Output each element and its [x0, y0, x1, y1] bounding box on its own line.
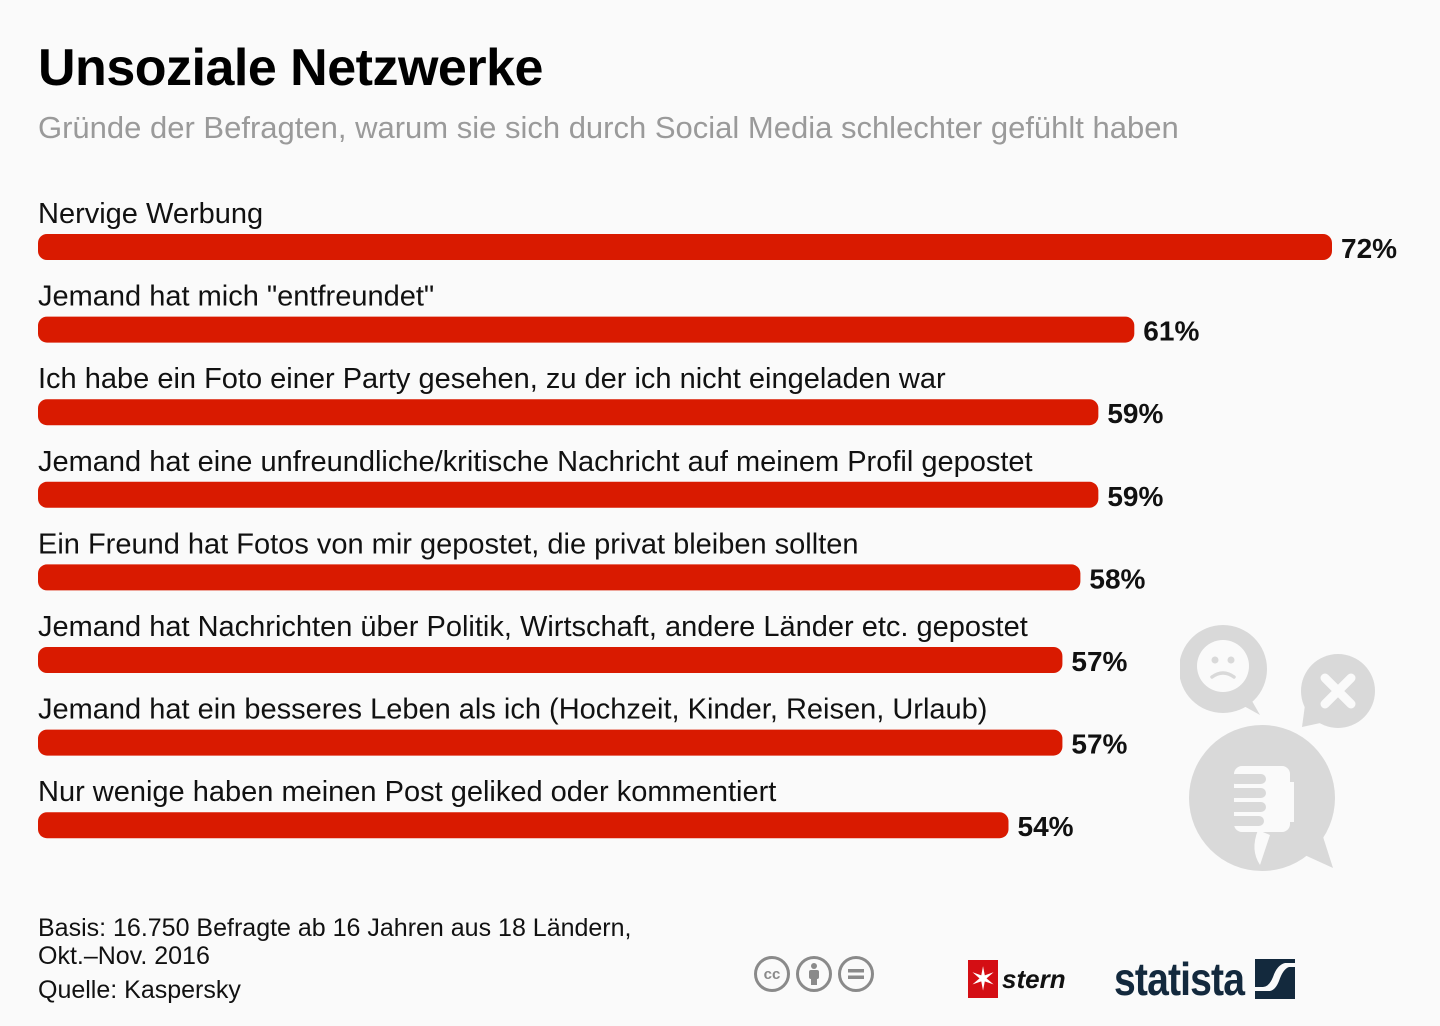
footer-source: Quelle: Kaspersky — [38, 976, 241, 1004]
value-label: 57% — [1071, 646, 1127, 677]
cc-icon: cc — [754, 956, 790, 992]
chart-title: Unsoziale Netzwerke — [38, 39, 543, 97]
value-label: 72% — [1341, 233, 1397, 264]
bar-row: Jemand hat ein besseres Leben als ich (H… — [38, 694, 1128, 760]
category-label: Jemand hat mich "entfreundet" — [38, 281, 434, 313]
bar — [38, 647, 1063, 673]
value-label: 54% — [1018, 811, 1074, 842]
bar-row: Jemand hat Nachrichten über Politik, Wir… — [38, 611, 1128, 677]
bar-row: Ein Freund hat Fotos von mir gepostet, d… — [38, 528, 1146, 594]
bar — [38, 399, 1099, 426]
stern-logo[interactable]: ✶ stern — [968, 960, 1066, 998]
thumbs-down-speech-bubble-icon — [1189, 725, 1335, 871]
no-derivatives-icon — [838, 956, 874, 992]
bar — [38, 812, 1009, 839]
value-label: 57% — [1071, 729, 1127, 760]
social-media-illustration — [1180, 625, 1375, 871]
bar — [38, 564, 1081, 591]
x-speech-bubble-icon — [1301, 654, 1375, 728]
category-label: Ich habe ein Foto einer Party gesehen, z… — [38, 363, 946, 395]
bar-row: Jemand hat eine unfreundliche/kritische … — [38, 446, 1164, 512]
value-label: 61% — [1143, 316, 1199, 347]
category-label: Ein Freund hat Fotos von mir gepostet, d… — [38, 528, 859, 560]
value-label: 59% — [1107, 398, 1163, 429]
statista-mark-icon — [1255, 959, 1296, 999]
bar-row: Nur wenige haben meinen Post geliked ode… — [38, 776, 1074, 842]
bar-row: Nervige Werbung 72% — [38, 198, 1397, 264]
category-label: Nervige Werbung — [38, 198, 263, 230]
creative-commons-license[interactable]: cc — [754, 956, 874, 992]
category-label: Jemand hat Nachrichten über Politik, Wir… — [38, 611, 1028, 643]
bar — [38, 481, 1099, 508]
chart-subtitle: Gründe der Befragten, warum sie sich dur… — [38, 110, 1179, 145]
bar — [38, 316, 1135, 343]
stern-star-icon: ✶ — [968, 960, 998, 998]
value-label: 58% — [1089, 563, 1145, 594]
category-label: Nur wenige haben meinen Post geliked ode… — [38, 776, 776, 808]
category-label: Jemand hat eine unfreundliche/kritische … — [38, 446, 1033, 478]
basis-line-2: Okt.–Nov. 2016 — [38, 942, 210, 970]
footer-basis: Basis: 16.750 Befragte ab 16 Jahren aus … — [38, 914, 631, 970]
value-label: 59% — [1107, 481, 1163, 512]
category-label: Jemand hat ein besseres Leben als ich (H… — [38, 694, 987, 726]
bar — [38, 729, 1063, 756]
bar — [38, 234, 1332, 260]
bar-chart: Nervige Werbung 72% Jemand hat mich "entfr… — [38, 198, 1397, 842]
bar-row: Jemand hat mich "entfreundet" 61% — [38, 281, 1199, 347]
stern-logo-text: stern — [1002, 963, 1066, 994]
statista-logo-text: statista — [1114, 953, 1245, 1005]
sad-face-speech-bubble-icon — [1180, 625, 1267, 715]
bar-row: Ich habe ein Foto einer Party gesehen, z… — [38, 363, 1164, 429]
statista-logo[interactable]: statista — [1114, 952, 1296, 1006]
attribution-icon — [796, 956, 832, 992]
basis-line-1: Basis: 16.750 Befragte ab 16 Jahren aus … — [38, 914, 632, 942]
